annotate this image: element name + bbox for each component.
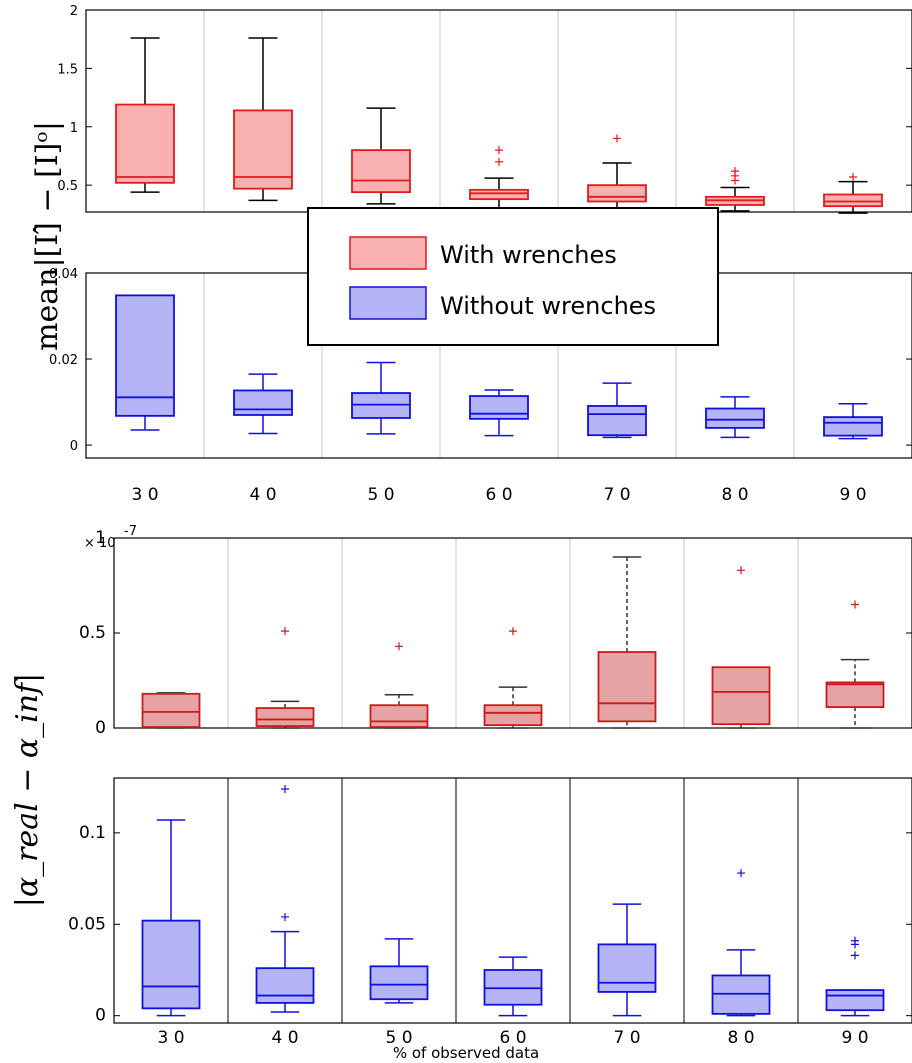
box xyxy=(141,692,201,728)
x-tick-label: 6 0 xyxy=(499,1028,526,1048)
outlier-point xyxy=(281,784,289,793)
x-tick-label: 9 0 xyxy=(841,1028,868,1048)
box xyxy=(115,103,175,184)
box xyxy=(233,109,293,190)
outlier-point xyxy=(613,134,621,143)
y-tick-label: 1 xyxy=(70,121,78,136)
x-tick-label: 5 0 xyxy=(367,485,394,505)
y-tick-label: 0.05 xyxy=(68,914,106,934)
x-tick-label: 7 0 xyxy=(613,1028,640,1048)
box xyxy=(369,965,429,1001)
x-tick-label: 7 0 xyxy=(603,485,630,505)
x-tick-label: 4 0 xyxy=(249,485,276,505)
top-ylabel: mean|[I]̂ − [I]ᵒ| xyxy=(30,121,65,351)
y-tick-label: 0 xyxy=(95,718,106,738)
box xyxy=(469,395,529,420)
x-tick-label: 8 0 xyxy=(727,1028,754,1048)
outlier-point xyxy=(495,146,503,155)
axes-frame xyxy=(113,777,912,1024)
box xyxy=(823,416,883,437)
outlier-point xyxy=(509,627,517,636)
box xyxy=(587,184,647,203)
box xyxy=(825,681,885,709)
outlier-point xyxy=(737,869,745,878)
bottom-ylabel: |α_real − α_inf| xyxy=(10,673,45,908)
x-tick-label: 9 0 xyxy=(839,485,866,505)
panel-2: 0 0.02 0.04 3 0 4 0 5 0 6 0 7 0 8 0 9 0 xyxy=(49,267,912,505)
outlier-point xyxy=(395,642,403,651)
top-ylabel-text: mean|[I]̂ − [I]ᵒ| xyxy=(30,121,65,351)
box xyxy=(711,974,771,1015)
box xyxy=(483,704,543,727)
y-tick-label: 0.04 xyxy=(49,267,78,282)
box xyxy=(711,666,771,726)
y-tick-label: 0.1 xyxy=(79,823,106,843)
y-tick-label: 0 xyxy=(95,1006,106,1026)
y-tick-label: 0.5 xyxy=(57,179,78,194)
box xyxy=(587,405,647,437)
box xyxy=(115,294,175,417)
x-tick-label: 3 0 xyxy=(131,485,158,505)
x-tick-label: 8 0 xyxy=(721,485,748,505)
legend-label-without-wrenches: Without wrenches xyxy=(440,292,656,320)
x-tick-label: 4 0 xyxy=(271,1028,298,1048)
box xyxy=(825,989,885,1012)
y-tick-label: 1 xyxy=(95,528,106,548)
legend-frame xyxy=(307,207,719,346)
box xyxy=(141,919,201,1010)
legend: With wrenches Without wrenches xyxy=(307,207,719,346)
x-tick-label: 6 0 xyxy=(485,485,512,505)
outlier-point xyxy=(851,600,859,609)
outlier-point xyxy=(731,167,739,176)
y-tick-label: 0.02 xyxy=(49,353,78,368)
legend-swatch-without-wrenches xyxy=(349,286,427,320)
exponent-label: × 10 xyxy=(84,536,116,551)
panel-1: 0.5 1 1.5 2 xyxy=(57,4,912,214)
outlier-point xyxy=(737,566,745,575)
x-tick-label: 5 0 xyxy=(385,1028,412,1048)
box xyxy=(369,704,429,728)
box xyxy=(483,969,543,1006)
box xyxy=(255,967,315,1004)
box xyxy=(233,389,293,416)
y-tick-label: 0 xyxy=(70,439,78,454)
outlier-point xyxy=(851,936,859,945)
x-tick-label: 3 0 xyxy=(157,1028,184,1048)
box xyxy=(597,651,657,723)
box xyxy=(469,188,529,201)
box xyxy=(255,707,315,727)
box xyxy=(351,149,411,194)
legend-label-with-wrenches: With wrenches xyxy=(440,241,617,269)
outlier-point xyxy=(849,172,857,181)
y-tick-label: 0.5 xyxy=(79,623,106,643)
panel-4: 0 0.05 0.1 3 0 4 0 5 0 6 0 7 0 8 0 9 0 xyxy=(68,777,912,1048)
legend-swatch-with-wrenches xyxy=(349,236,427,270)
box xyxy=(705,407,765,429)
outlier-point xyxy=(851,951,859,960)
x-axis-label: % of observed data xyxy=(393,1044,539,1062)
exponent-power: -7 xyxy=(124,524,137,539)
outlier-point xyxy=(281,627,289,636)
outlier-point xyxy=(495,157,503,166)
y-tick-label: 2 xyxy=(70,4,78,19)
outlier-point xyxy=(281,912,289,921)
panel-3: 00.51 xyxy=(79,528,912,738)
y-tick-label: 1.5 xyxy=(57,62,78,77)
box xyxy=(597,943,657,993)
box xyxy=(823,193,883,208)
